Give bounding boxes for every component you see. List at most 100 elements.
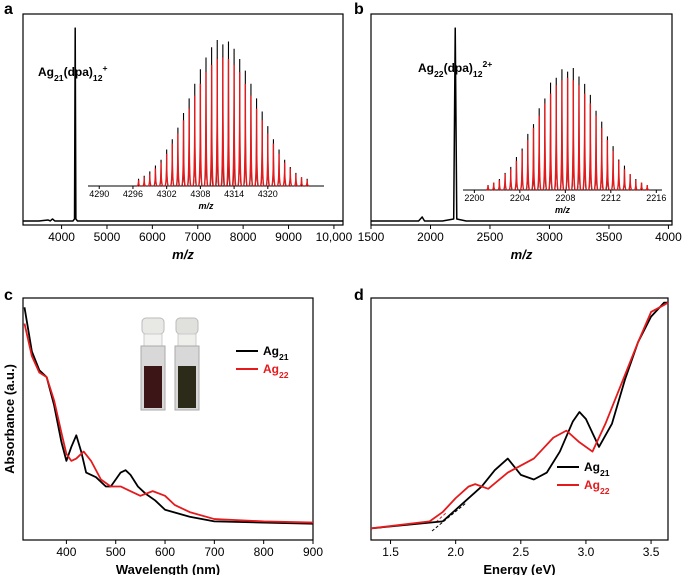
x-tick-label: 4000 (48, 230, 75, 244)
x-tick-label: 5000 (94, 230, 121, 244)
isotope-peak (633, 180, 638, 191)
x-tick-label: 4314 (224, 189, 244, 199)
x-tick-label: 2200 (464, 193, 484, 203)
isotope-peak (270, 143, 276, 187)
x-tick-label: 6000 (139, 230, 166, 244)
x-tick-label: 1500 (358, 230, 385, 244)
isotope-peak (547, 93, 554, 191)
x-tick-label: 2216 (646, 193, 666, 203)
isotope-peak (282, 162, 288, 187)
annotation-part: 21 (54, 73, 64, 83)
isotope-peak (180, 120, 187, 187)
annotation-part: 22 (434, 69, 444, 79)
isotope-peak (599, 127, 605, 191)
isotope-peak (254, 108, 260, 187)
panel-letter: c (4, 287, 13, 304)
x-axis-label: m/z (511, 247, 533, 262)
isotope-peak (639, 182, 644, 191)
isotope-peak (197, 83, 203, 187)
x-tick-label: 1.5 (382, 545, 399, 559)
data-line (23, 323, 314, 524)
x-tick-label: 4000 (655, 230, 682, 244)
x-axis-label: m/z (172, 247, 194, 262)
isotope-peak (565, 77, 571, 191)
annotation: Ag22(dpa)122+ (418, 59, 492, 79)
x-tick-label: 3000 (536, 230, 563, 244)
tangent-line (435, 512, 447, 523)
x-tick-label: 2.0 (447, 545, 464, 559)
isotope-peak (559, 80, 565, 191)
isotope-peak (525, 139, 531, 191)
isotope-peak (530, 127, 537, 191)
isotope-peak (305, 180, 310, 187)
isotope-peak (604, 139, 610, 191)
isotope-peak (553, 85, 559, 191)
isotope-peak (513, 160, 520, 191)
isotope-peak (209, 64, 215, 187)
x-tick-label: 500 (106, 545, 126, 559)
isotope-peak (627, 174, 633, 191)
x-tick-label: 3.0 (578, 545, 595, 559)
data-line (371, 27, 672, 222)
isotope-peak (587, 103, 593, 191)
isotope-peak (136, 180, 141, 187)
panel-letter: d (354, 287, 364, 304)
legend-label-part: Ag (584, 478, 600, 492)
isotope-peak (147, 174, 152, 187)
isotope-peak (582, 93, 588, 191)
x-tick-label: 10,000 (316, 230, 353, 244)
legend-label-part: 21 (600, 468, 610, 478)
isotope-peak (248, 95, 254, 187)
annotation-part: + (103, 63, 108, 73)
isotope-peak (616, 160, 622, 191)
isotope-peak (519, 150, 525, 191)
x-tick-label: 2500 (477, 230, 504, 244)
isotope-peak (142, 177, 147, 187)
x-tick-label: 600 (155, 545, 175, 559)
isotope-peak (158, 162, 164, 187)
annotation-part: Ag (38, 65, 54, 79)
x-tick-label: 4320 (258, 189, 278, 199)
isotope-peak (153, 168, 158, 187)
legend-label-part: Ag (263, 344, 279, 358)
x-tick-label: 4290 (89, 189, 109, 199)
x-tick-label: 9000 (275, 230, 302, 244)
isotope-peak (203, 72, 209, 187)
legend-label: Ag22 (263, 362, 289, 380)
isotope-peak (622, 169, 627, 191)
data-line (23, 307, 314, 525)
legend-label: Ag21 (263, 344, 289, 362)
isotope-peak (265, 133, 271, 187)
legend-label-part: Ag (263, 362, 279, 376)
x-tick-label: 700 (204, 545, 224, 559)
plot-frame (370, 13, 673, 226)
legend-label-part: 22 (279, 370, 289, 380)
isotope-peak (576, 85, 582, 191)
x-tick-label: 400 (56, 545, 76, 559)
annotation-part: 12 (93, 73, 103, 83)
x-axis-label: Wavelength (nm) (116, 562, 220, 575)
isotope-peak (220, 57, 226, 187)
legend-label-part: Ag (584, 460, 600, 474)
inset-x-label: m/z (198, 201, 214, 211)
cuvette-photo (140, 317, 200, 411)
panel-letter: a (4, 1, 13, 18)
isotope-peak (175, 133, 181, 187)
plot-frame (22, 297, 314, 541)
isotope-peak (508, 169, 514, 191)
isotope-peak (242, 83, 248, 187)
annotation: Ag21(dpa)12+ (38, 63, 108, 83)
isotope-peak (497, 180, 502, 191)
isotope-peak (164, 153, 170, 187)
panel-letter: b (354, 1, 364, 18)
x-tick-label: 2212 (601, 193, 621, 203)
isotope-peak (491, 182, 496, 191)
annotation-part: Ag (418, 61, 434, 75)
annotation-part: (dpa) (444, 61, 473, 75)
annotation-part: 2+ (483, 59, 493, 69)
data-line (23, 27, 343, 222)
isotope-peak (237, 72, 243, 187)
x-tick-label: 4308 (190, 189, 210, 199)
